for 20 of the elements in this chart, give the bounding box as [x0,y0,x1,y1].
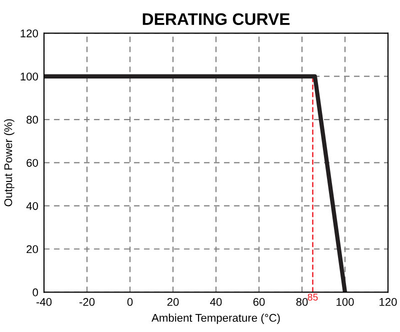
x-tick-label: -40 [36,298,52,306]
x-axis-title: Ambient Temperature (°C) [152,314,280,324]
y-axis-title: Output Power (%) [4,119,14,206]
x-tick-label: 80 [296,298,308,306]
ref-line-label: 85 [308,294,318,301]
x-tick-label: -20 [79,298,95,306]
y-tick-label: 40 [26,202,38,210]
x-tick-label: 100 [336,298,354,306]
x-tick-label: 20 [167,298,179,306]
x-tick-label: 60 [253,298,265,306]
x-tick-label: 0 [127,298,133,306]
chart-title: DERATING CURVE [142,13,290,26]
y-tick-label: 0 [32,288,38,296]
y-tick-label: 100 [20,72,38,80]
y-tick-label: 120 [20,29,38,38]
y-tick-label: 60 [26,158,38,167]
x-tick-label: 120 [380,298,397,306]
x-tick-label: 40 [210,298,222,306]
y-tick-label: 80 [26,116,38,124]
y-tick-label: 20 [26,245,38,254]
